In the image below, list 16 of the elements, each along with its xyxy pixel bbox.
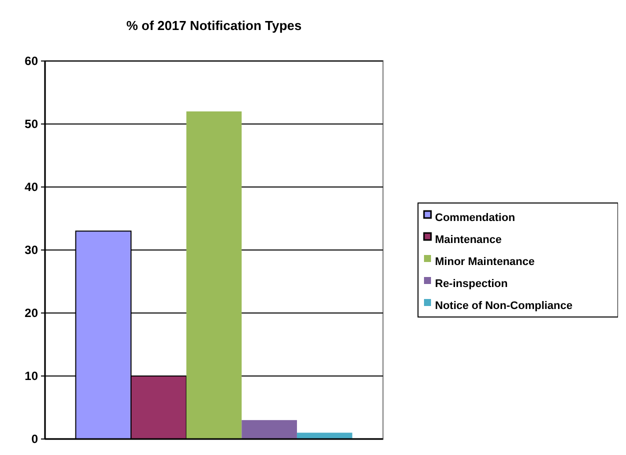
bar xyxy=(296,432,352,439)
y-tick-label: 20 xyxy=(24,306,38,320)
bar xyxy=(242,420,297,439)
y-tick-label: 50 xyxy=(24,117,38,132)
y-tick-label: 60 xyxy=(24,54,38,68)
legend-label: Maintenance xyxy=(435,234,502,246)
y-tick-label: 30 xyxy=(24,243,38,258)
legend-label: Notice of Non-Compliance xyxy=(435,300,573,312)
legend-label: Minor Maintenance xyxy=(435,256,535,268)
y-tick-label: 0 xyxy=(31,432,38,446)
y-tick-label: 10 xyxy=(24,369,38,384)
y-tick-label: 40 xyxy=(24,180,38,194)
legend-label: Commendation xyxy=(435,212,516,224)
chart-title: % of 2017 Notification Types xyxy=(126,18,302,33)
legend-label: Re-inspection xyxy=(435,278,508,290)
bar xyxy=(186,111,242,439)
